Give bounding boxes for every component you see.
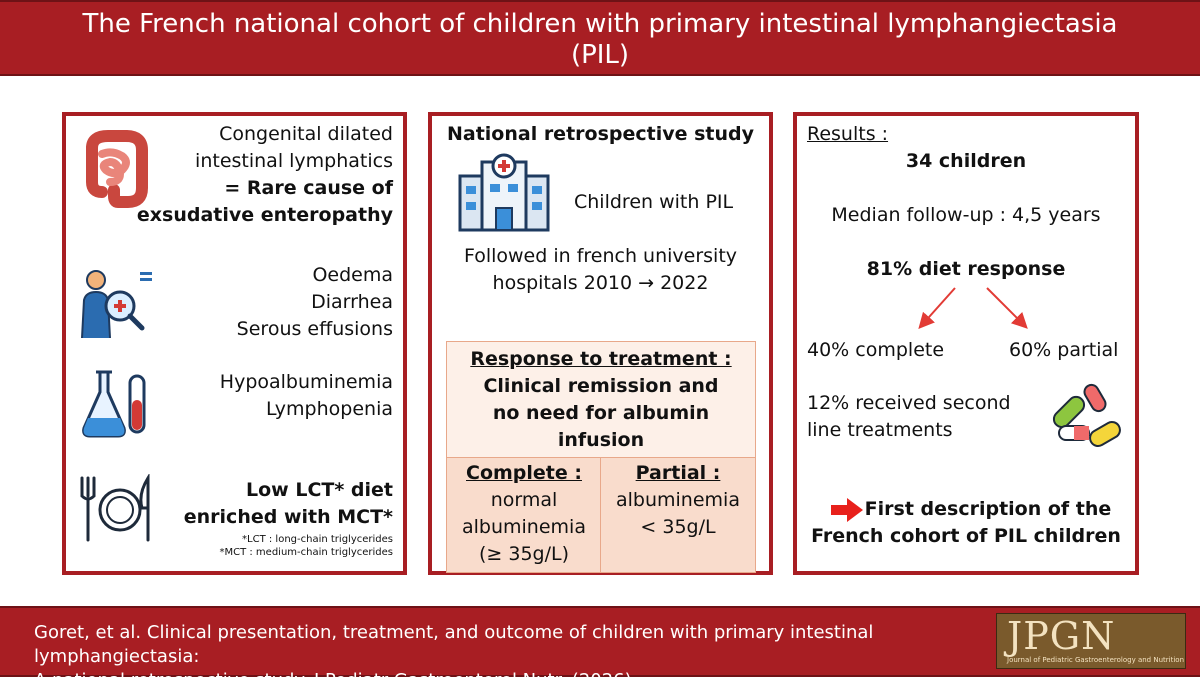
complete-response-box: Complete : normal albuminemia (≥ 35g/L) (446, 457, 602, 573)
results-label: Results : (807, 123, 889, 145)
population-label: Children with PIL (574, 191, 734, 213)
study-title: National retrospective study (446, 123, 755, 145)
partial-response-box: Partial : albuminemia < 35g/L (600, 457, 756, 573)
diet-response-rate: 81% diet response (866, 258, 1066, 280)
complete-title: Complete : (466, 462, 582, 484)
complete-response-rate: 40% complete (807, 339, 945, 361)
lab-flasks-icon (82, 370, 146, 438)
partial-response-rate: 60% partial (1009, 339, 1119, 361)
split-arrows (918, 287, 1028, 329)
header-banner: The French national cohort of children w… (0, 0, 1200, 76)
clinical-features-panel: Congenital dilated intestinal lymphatics… (62, 112, 407, 575)
biology-findings: Hypoalbuminemia Lymphopenia (219, 371, 393, 420)
pills-icon (1052, 383, 1121, 447)
second-line-treatments: 12% received second line treatments (807, 392, 1011, 441)
conclusion: First description of the French cohort o… (811, 498, 1121, 547)
response-definition-box: Response to treatment : Clinical remissi… (446, 341, 756, 459)
jpgn-logo: JPGN Journal of Pediatric Gastroenterolo… (996, 613, 1186, 669)
plate-cutlery-icon (80, 474, 150, 542)
abbreviation-notes: *LCT : long-chain triglycerides *MCT : m… (219, 534, 393, 558)
study-design-panel: National retrospective study Children wi… (428, 112, 773, 575)
doctor-magnifier-icon (81, 270, 152, 339)
arrow-right-icon (831, 498, 863, 522)
median-followup: Median follow-up : 4,5 years (831, 204, 1101, 226)
intestine-icon (86, 130, 148, 208)
citation: Goret, et al. Clinical presentation, tre… (34, 622, 874, 691)
main-title: The French national cohort of children w… (82, 9, 1118, 70)
cohort-size: 34 children (905, 150, 1027, 172)
partial-title: Partial : (635, 462, 721, 484)
followup-setting: Followed in french university hospitals … (463, 245, 738, 294)
results-panel: Results : 34 children Median follow-up :… (793, 112, 1139, 575)
lymphatics-description: Congenital dilated intestinal lymphatics… (136, 123, 393, 226)
diet-description: Low LCT* diet enriched with MCT* (183, 479, 393, 528)
hospital-icon (458, 153, 550, 232)
symptoms-list: Oedema Diarrhea Serous effusions (236, 264, 393, 340)
response-title: Response to treatment : (470, 348, 732, 370)
